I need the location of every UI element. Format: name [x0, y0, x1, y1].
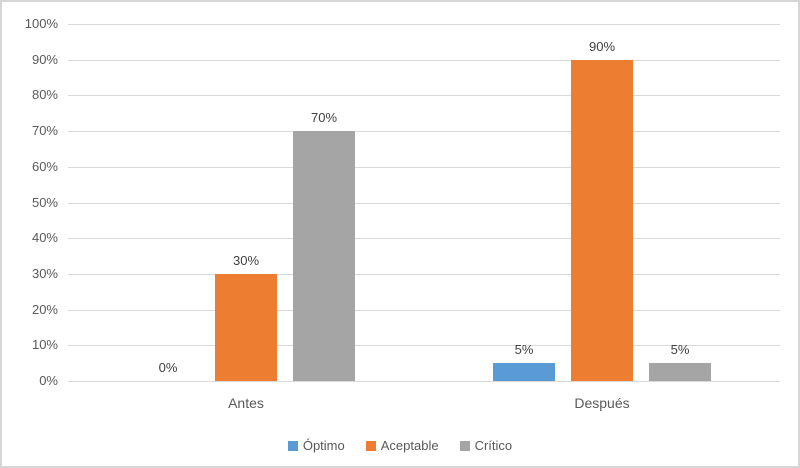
- legend-item-aceptable: Aceptable: [365, 438, 439, 454]
- gridline: [68, 273, 780, 275]
- gridline: [68, 166, 780, 168]
- legend-color-swatch: [365, 441, 376, 451]
- gridline: [68, 238, 780, 240]
- y-axis-tick-label: 90%: [31, 51, 58, 67]
- x-axis-category-label: Después: [574, 395, 630, 411]
- bar-critico-despues: [649, 363, 711, 381]
- legend-color-swatch: [459, 441, 470, 451]
- gridline: [68, 24, 780, 25]
- y-axis-tick-label: 80%: [31, 87, 58, 103]
- bar-optimo-despues: [493, 363, 555, 381]
- data-label: 0%: [158, 360, 178, 375]
- y-axis-tick-label: 70%: [31, 123, 58, 139]
- y-axis-tick-label: 30%: [31, 265, 58, 281]
- x-axis-category-label: Antes: [228, 395, 264, 411]
- y-axis-tick-label: 50%: [31, 194, 58, 210]
- gridline: [68, 202, 780, 204]
- data-label: 70%: [310, 110, 338, 126]
- y-axis-tick-label: 0%: [39, 373, 58, 388]
- data-label: 30%: [232, 252, 260, 268]
- bar-critico-antes: [293, 131, 355, 381]
- bar-aceptable-antes: [215, 273, 277, 381]
- data-label: 5%: [514, 342, 534, 358]
- legend-item-label: Óptimo: [302, 438, 345, 453]
- chart-legend: Óptimo Aceptable Crítico: [2, 438, 798, 454]
- legend-color-swatch: [287, 441, 298, 451]
- gridline: [68, 345, 780, 347]
- y-axis-tick-label: 40%: [31, 230, 58, 246]
- data-label: 5%: [670, 342, 690, 358]
- gridline: [68, 131, 780, 133]
- bar-aceptable-despues: [571, 59, 633, 381]
- y-axis-tick-label: 20%: [31, 301, 58, 317]
- x-axis-line: [68, 381, 780, 382]
- y-axis-tick-label: 60%: [31, 158, 58, 174]
- gridline: [68, 59, 780, 61]
- legend-item-label: Aceptable: [380, 438, 439, 453]
- y-axis-tick-label: 100%: [24, 16, 58, 31]
- legend-item-critico: Crítico: [459, 438, 513, 454]
- gridline: [68, 95, 780, 97]
- legend-item-label: Crítico: [474, 438, 513, 453]
- y-axis-tick-label: 10%: [31, 337, 58, 353]
- legend-item-optimo: Óptimo: [287, 438, 345, 454]
- gridline: [68, 309, 780, 311]
- data-label: 90%: [588, 38, 616, 54]
